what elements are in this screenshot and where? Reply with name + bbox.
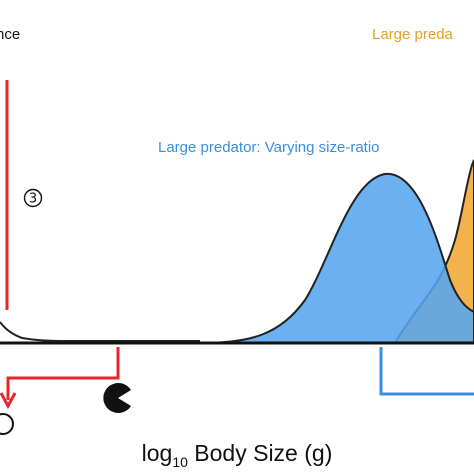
y-axis-label-fragment: nce: [0, 26, 21, 43]
pacman-icon: [103, 383, 131, 413]
circled-three-icon: 3: [23, 188, 43, 208]
x-axis-title-prefix: log: [141, 440, 173, 466]
small-circle-icon: [0, 413, 14, 435]
blue-bracket: [379, 347, 474, 396]
small-species-curve: [0, 321, 200, 342]
x-axis-title-suffix: Body Size (g): [187, 440, 333, 466]
x-axis-title-subscript: 10: [172, 454, 188, 470]
large-predator-label: Large preda: [372, 26, 453, 43]
blue-distribution: [199, 172, 474, 344]
large-predator-varying-label: Large predator: Varying size-ratio: [158, 139, 380, 156]
red-bracket: [6, 347, 120, 400]
svg-text:3: 3: [29, 192, 37, 207]
x-axis-title: log10 Body Size (g): [0, 440, 474, 470]
red-arrow-icon: [0, 392, 17, 410]
